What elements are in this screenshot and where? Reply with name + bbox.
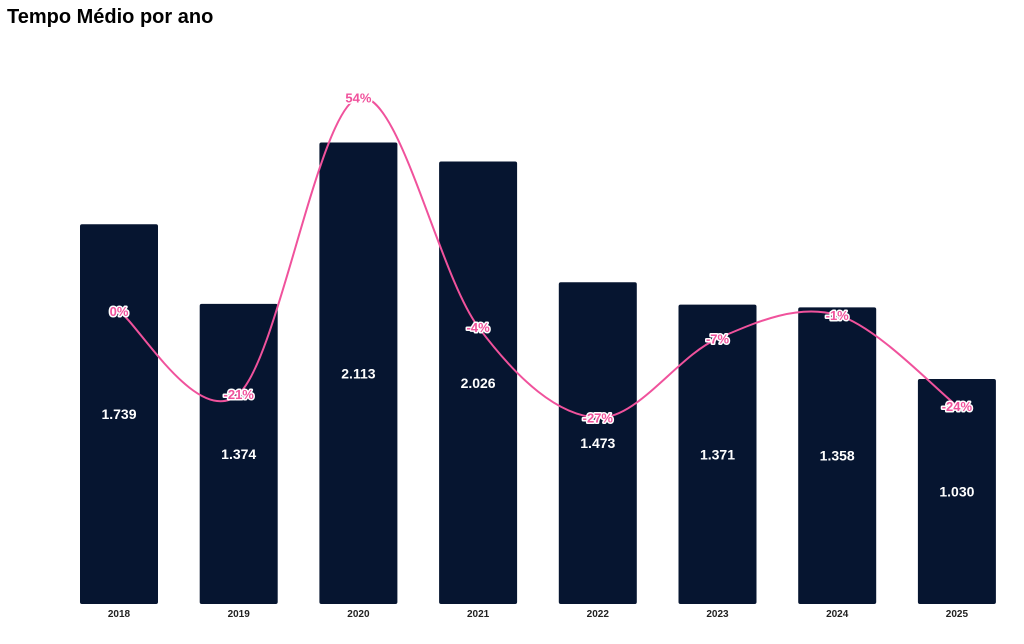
x-tick-label: 2018 bbox=[108, 609, 131, 620]
x-tick-label: 2020 bbox=[347, 609, 370, 620]
line-point-label: -4% bbox=[467, 320, 491, 335]
chart-title: Tempo Médio por ano bbox=[7, 6, 214, 28]
line-point-label: -27% bbox=[583, 411, 614, 426]
line-point-label: -24% bbox=[942, 399, 973, 414]
x-tick-label: 2019 bbox=[228, 609, 251, 620]
bar-value-label: 1.473 bbox=[580, 435, 615, 451]
bar-value-label: 1.358 bbox=[820, 448, 855, 464]
bar-value-label: 1.371 bbox=[700, 446, 735, 462]
bar-value-label: 1.374 bbox=[221, 446, 256, 462]
bar-value-label: 1.739 bbox=[101, 406, 136, 422]
line-point-label: 54% bbox=[345, 91, 371, 106]
x-tick-label: 2023 bbox=[706, 609, 729, 620]
bar-value-label: 2.026 bbox=[461, 375, 496, 391]
line-point-label: -1% bbox=[826, 308, 850, 323]
bar-2025 bbox=[917, 379, 996, 604]
bar-2021 bbox=[439, 161, 518, 604]
x-tick-label: 2024 bbox=[826, 609, 849, 620]
line-point-label: -7% bbox=[706, 332, 730, 347]
bar-2022 bbox=[558, 282, 637, 604]
bar-2019 bbox=[199, 303, 278, 604]
bar-2018 bbox=[80, 224, 158, 604]
line-point-label: -21% bbox=[224, 387, 255, 402]
line-series bbox=[118, 96, 958, 419]
bar-2023 bbox=[678, 304, 757, 604]
bar-value-label: 1.030 bbox=[939, 484, 974, 500]
bar-2020 bbox=[319, 142, 398, 604]
x-tick-label: 2025 bbox=[946, 609, 969, 620]
x-tick-label: 2021 bbox=[467, 609, 490, 620]
bar-value-label: 2.113 bbox=[341, 365, 375, 381]
line-point-label: 0% bbox=[110, 304, 129, 319]
x-tick-label: 2022 bbox=[587, 609, 610, 620]
bar-2024 bbox=[798, 307, 877, 604]
